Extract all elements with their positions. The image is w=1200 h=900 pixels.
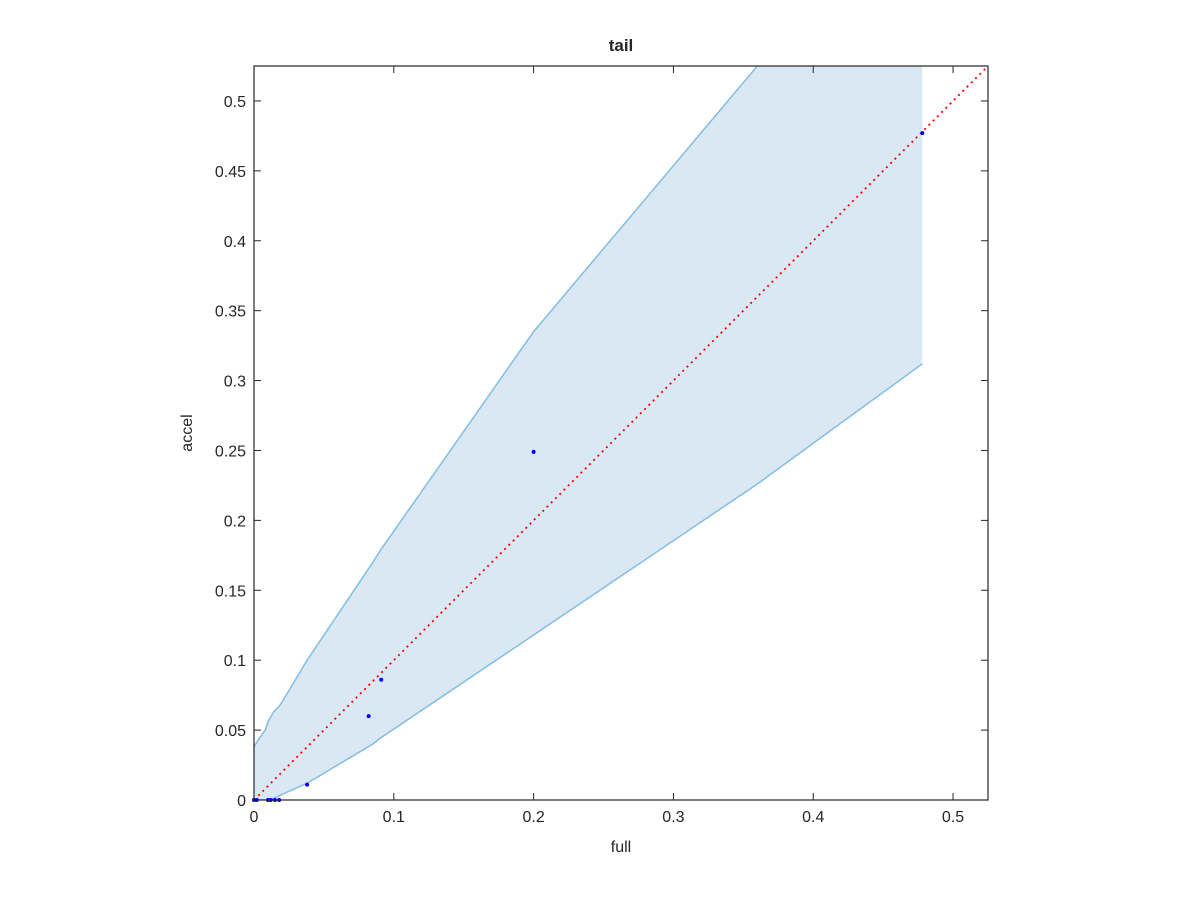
data-point [531, 449, 536, 454]
plot-area [254, 66, 988, 800]
confidence-band [254, 66, 923, 800]
y-tick-label: 0.05 [215, 723, 246, 740]
y-axis-label: accel [179, 414, 196, 451]
data-point [379, 677, 384, 682]
y-tick-label: 0.5 [224, 94, 246, 111]
y-tick-label: 0.45 [215, 164, 246, 181]
x-tick-label: 0.3 [662, 809, 684, 826]
x-tick-label: 0.2 [522, 809, 544, 826]
x-tick-label: 0 [250, 809, 259, 826]
data-point [366, 714, 371, 719]
y-tick-label: 0.4 [224, 234, 246, 251]
y-tick-label: 0.3 [224, 374, 246, 391]
data-point [305, 782, 310, 787]
y-tick-label: 0.15 [215, 583, 246, 600]
x-axis-label: full [611, 839, 631, 856]
chart-title: tail [609, 36, 634, 55]
reference-line [254, 66, 988, 800]
y-tick-label: 0.35 [215, 304, 246, 321]
axes-box [253, 65, 989, 801]
y-tick-label: 0.2 [224, 513, 246, 530]
band-upper-edge [254, 66, 759, 748]
x-tick-label: 0.4 [802, 809, 824, 826]
y-tick-label: 0.25 [215, 443, 246, 460]
data-point [920, 131, 925, 136]
y-tick-label: 0 [237, 793, 246, 810]
x-tick-label: 0.5 [942, 809, 964, 826]
y-tick-label: 0.1 [224, 653, 246, 670]
x-tick-label: 0.1 [383, 809, 405, 826]
band-lower-edge [254, 363, 923, 800]
